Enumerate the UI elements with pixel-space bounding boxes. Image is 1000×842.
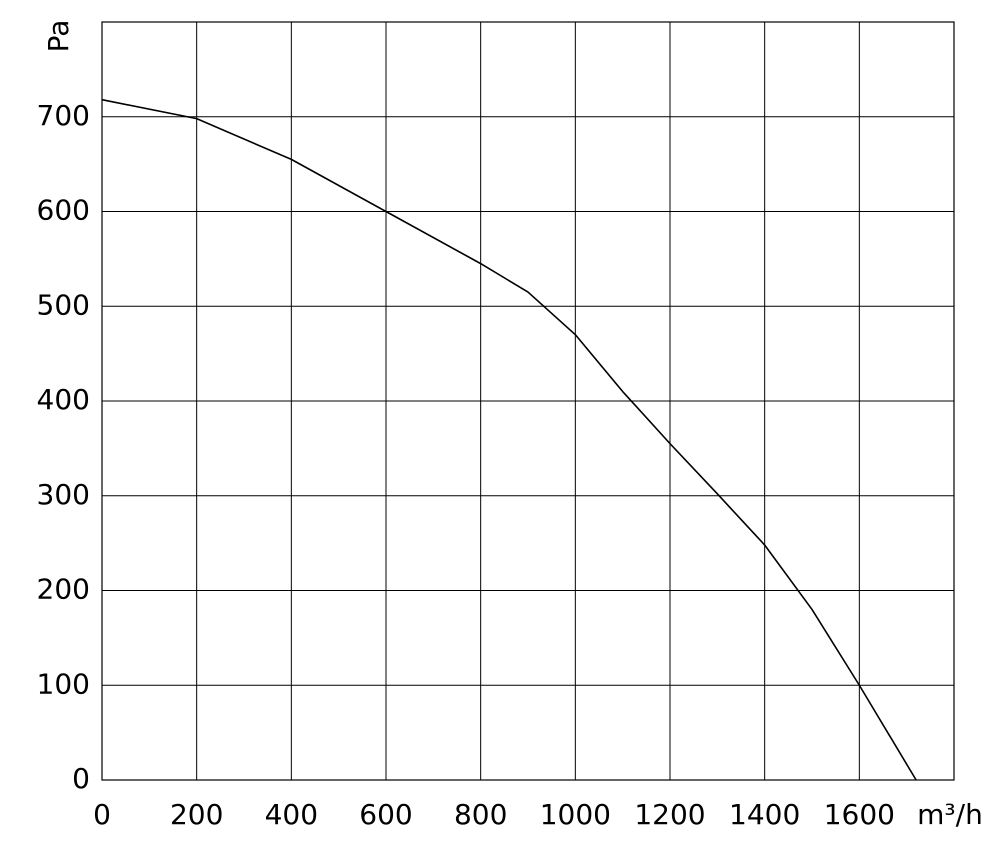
x-tick-label: 1400 bbox=[729, 798, 800, 831]
x-tick-label: 1000 bbox=[540, 798, 611, 831]
x-tick-label: 800 bbox=[454, 798, 507, 831]
curve bbox=[101, 98, 917, 781]
x-tick-label: 600 bbox=[359, 798, 412, 831]
x-tick-label: 1200 bbox=[634, 798, 705, 831]
x-tick-label: 1600 bbox=[824, 798, 895, 831]
y-tick-label: 700 bbox=[37, 99, 90, 132]
y-tick-label: 300 bbox=[37, 478, 90, 511]
y-tick-label: 100 bbox=[37, 667, 90, 700]
x-tick-label: 400 bbox=[265, 798, 318, 831]
y-axis-label: Pa bbox=[42, 20, 75, 53]
y-tick-label: 0 bbox=[72, 762, 90, 795]
y-tick-label: 600 bbox=[37, 194, 90, 227]
y-tick-label: 400 bbox=[37, 383, 90, 416]
y-tick-label: 200 bbox=[37, 573, 90, 606]
y-tick-label: 500 bbox=[37, 288, 90, 321]
x-tick-label: 0 bbox=[93, 798, 111, 831]
x-axis-label: m³/h bbox=[917, 798, 983, 831]
x-tick-label: 200 bbox=[170, 798, 223, 831]
